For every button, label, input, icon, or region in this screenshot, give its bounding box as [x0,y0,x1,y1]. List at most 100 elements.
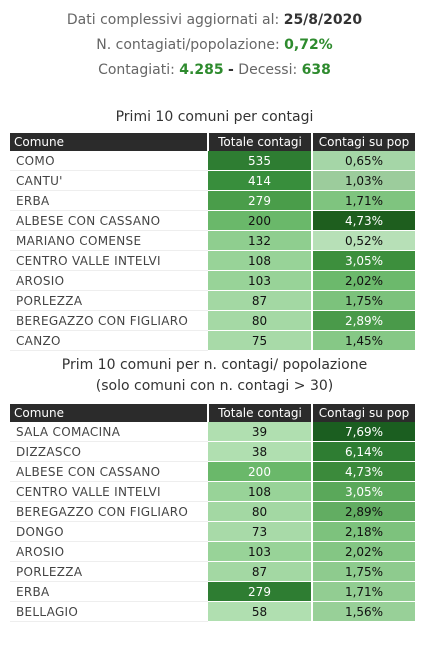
cell-comune: MARIANO COMENSE [10,230,208,251]
cell-contagi-su-pop: 1,75% [312,290,417,311]
cell-totale-contagi: 279 [208,190,313,211]
table-row: BEREGAZZO CON FIGLIARO 80 2,89% [10,310,417,331]
date-label: Dati complessivi aggiornati al: [66,12,280,28]
header-line-totals: Contagiati: 4.285 - Decessi: 638 [0,62,429,78]
table-row: COMO 535 0,65% [10,151,417,171]
cell-contagi-su-pop: 4,73% [312,461,417,482]
cell-comune: CENTRO VALLE INTELVI [10,481,208,502]
table-row: MARIANO COMENSE 132 0,52% [10,230,417,251]
table-row: CENTRO VALLE INTELVI 108 3,05% [10,481,417,502]
table-row: SALA COMACINA 39 7,69% [10,422,417,442]
table1-header-row: Comune Totale contagi Contagi su pop [10,133,417,151]
cell-comune: ALBESE CON CASSANO [10,461,208,482]
cell-contagi-su-pop: 2,02% [312,270,417,291]
table2-body: SALA COMACINA 39 7,69% DIZZASCO 38 6,14% ALBES… [10,422,417,622]
cell-comune: DONGO [10,521,208,542]
cell-totale-contagi: 103 [208,270,313,291]
cell-totale-contagi: 414 [208,170,313,191]
cell-comune: BEREGAZZO CON FIGLIARO [10,310,208,331]
table-row: ERBA 279 1,71% [10,190,417,211]
col-pct-header: Contagi su pop [312,133,417,151]
table-row: ALBESE CON CASSANO 200 4,73% [10,461,417,482]
table-row: BEREGAZZO CON FIGLIARO 80 2,89% [10,501,417,522]
header-line-date: Dati complessivi aggiornati al: 25/8/202… [0,12,429,28]
col-comune-header: Comune [10,133,209,151]
cell-totale-contagi: 75 [208,330,313,351]
cell-totale-contagi: 103 [208,541,313,562]
cell-totale-contagi: 73 [208,521,313,542]
decessi-label: Decessi: [238,62,298,78]
cell-comune: BELLAGIO [10,601,208,622]
col-pct-header: Contagi su pop [312,404,417,422]
cell-comune: ALBESE CON CASSANO [10,210,208,231]
cell-contagi-su-pop: 3,05% [312,250,417,271]
cell-comune: CENTRO VALLE INTELVI [10,250,208,271]
cell-contagi-su-pop: 6,14% [312,441,417,462]
cell-contagi-su-pop: 1,71% [312,190,417,211]
cell-comune: AROSIO [10,270,208,291]
cell-totale-contagi: 535 [208,151,313,171]
cell-comune: CANZO [10,330,208,351]
table2-title-line2: (solo comuni con n. contagi > 30) [95,378,334,394]
cell-totale-contagi: 132 [208,230,313,251]
cell-contagi-su-pop: 2,89% [312,310,417,331]
header-line-ratio: N. contagiati/popolazione: 0,72% [0,37,429,53]
cell-contagi-su-pop: 0,65% [312,151,417,171]
cell-contagi-su-pop: 1,56% [312,601,417,622]
table2-title-line1: Prim 10 comuni per n. contagi/ popolazio… [61,357,368,373]
table-row: AROSIO 103 2,02% [10,541,417,562]
cell-comune: DIZZASCO [10,441,208,462]
contagiati-value: 4.285 [179,62,224,78]
ratio-label: N. contagiati/popolazione: [96,37,280,53]
table-row: DONGO 73 2,18% [10,521,417,542]
cell-contagi-su-pop: 0,52% [312,230,417,251]
cell-contagi-su-pop: 1,75% [312,561,417,582]
cell-contagi-su-pop: 1,71% [312,581,417,602]
cell-contagi-su-pop: 7,69% [312,422,417,442]
cell-comune: ERBA [10,190,208,211]
table-row: PORLEZZA 87 1,75% [10,290,417,311]
table1-body: COMO 535 0,65% CANTU' 414 1,03% ERBA 279 1,71% AL… [10,151,417,351]
col-totale-header: Totale contagi [208,404,313,422]
table2-header-row: Comune Totale contagi Contagi su pop [10,404,417,422]
cell-contagi-su-pop: 1,45% [312,330,417,351]
cell-totale-contagi: 108 [208,250,313,271]
contagiati-label: Contagiati: [98,62,175,78]
table-row: BELLAGIO 58 1,56% [10,601,417,622]
cell-comune: PORLEZZA [10,290,208,311]
cell-totale-contagi: 87 [208,290,313,311]
table-row: CENTRO VALLE INTELVI 108 3,05% [10,250,417,271]
table-row: DIZZASCO 38 6,14% [10,441,417,462]
decessi-value: 638 [301,62,331,78]
table-row: ALBESE CON CASSANO 200 4,73% [10,210,417,231]
cell-contagi-su-pop: 1,03% [312,170,417,191]
totals-separator: - [228,62,234,78]
cell-contagi-su-pop: 3,05% [312,481,417,502]
ratio-value: 0,72% [284,37,333,53]
cell-totale-contagi: 200 [208,210,313,231]
table1-title: Primi 10 comuni per contagi [115,109,314,125]
cell-comune: SALA COMACINA [10,422,208,442]
cell-comune: AROSIO [10,541,208,562]
cell-contagi-su-pop: 4,73% [312,210,417,231]
cell-comune: COMO [10,151,208,171]
cell-totale-contagi: 80 [208,310,313,331]
cell-totale-contagi: 58 [208,601,313,622]
table1: Comune Totale contagi Contagi su pop COM… [10,133,417,351]
table-row: AROSIO 103 2,02% [10,270,417,291]
cell-contagi-su-pop: 2,89% [312,501,417,522]
cell-comune: PORLEZZA [10,561,208,582]
cell-contagi-su-pop: 2,02% [312,541,417,562]
table-row: ERBA 279 1,71% [10,581,417,602]
col-comune-header: Comune [10,404,209,422]
cell-totale-contagi: 108 [208,481,313,502]
cell-comune: BEREGAZZO CON FIGLIARO [10,501,208,522]
cell-totale-contagi: 80 [208,501,313,522]
cell-contagi-su-pop: 2,18% [312,521,417,542]
cell-totale-contagi: 279 [208,581,313,602]
table-row: PORLEZZA 87 1,75% [10,561,417,582]
table-row: CANTU' 414 1,03% [10,170,417,191]
date-value: 25/8/2020 [283,12,363,28]
cell-comune: ERBA [10,581,208,602]
col-totale-header: Totale contagi [208,133,313,151]
